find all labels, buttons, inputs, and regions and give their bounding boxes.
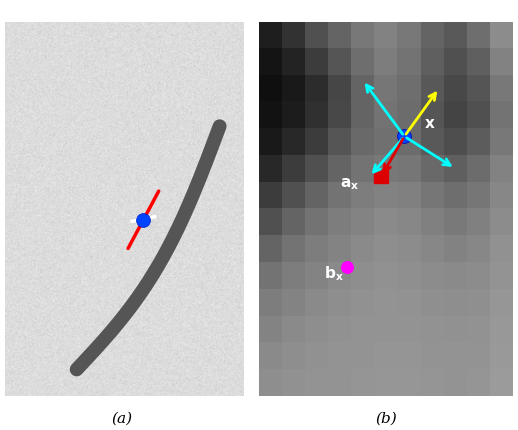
Text: x: x bbox=[425, 117, 435, 132]
Text: $\mathbf{a}_\mathbf{x}$: $\mathbf{a}_\mathbf{x}$ bbox=[340, 176, 359, 192]
Point bbox=[139, 216, 148, 223]
Point bbox=[342, 264, 351, 271]
Text: $\mathbf{b}_\mathbf{x}$: $\mathbf{b}_\mathbf{x}$ bbox=[324, 264, 343, 283]
Point bbox=[377, 173, 385, 180]
Text: (b): (b) bbox=[375, 412, 397, 426]
Point bbox=[400, 133, 409, 140]
Text: (a): (a) bbox=[111, 412, 132, 426]
